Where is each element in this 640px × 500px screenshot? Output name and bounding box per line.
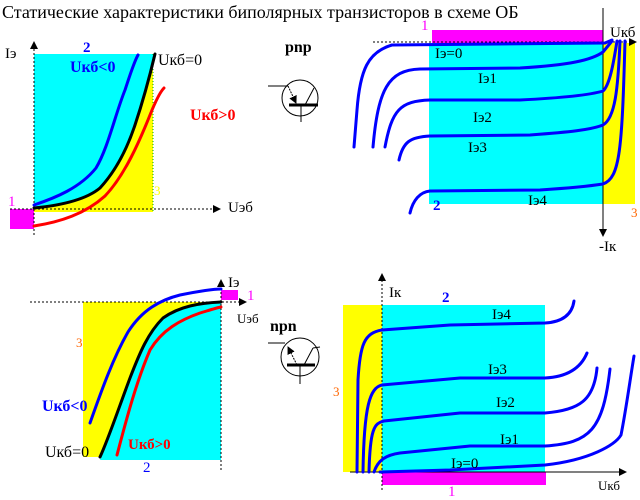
x-axis-label: Uэб: [228, 200, 253, 216]
curve-label-ie-1: Iэ1: [500, 432, 519, 448]
curve-ukb-zero: [98, 300, 223, 459]
transistor-circle-icon: [281, 79, 319, 117]
region-2-label: 2: [83, 40, 91, 56]
curve-ie-2: [383, 39, 619, 149]
curve-ie-3: [361, 351, 589, 474]
y-axis-label: Iэ: [228, 275, 239, 291]
region-2-fill: [100, 302, 221, 460]
region-2-fill: [382, 305, 545, 472]
curve-ukb-negative: [32, 53, 140, 207]
curve-label-ie-0: Iэ=0: [435, 46, 462, 62]
region-1-fill: [10, 209, 34, 229]
curve-label-negative: Uкб<0: [70, 59, 116, 76]
npn-input-chart: Iэ Uэб 1 2 3 Uкб<0 Uкб=0 Uкб>0: [30, 275, 259, 476]
pnp-transistor-symbol: pnp: [268, 39, 319, 122]
region-1-label: 1: [247, 288, 255, 304]
region-1-fill: [432, 30, 603, 43]
curve-label-ie-4: Iэ4: [528, 193, 547, 209]
pnp-input-chart: Iэ Uэб 1 2 3 Uкб<0 Uкб=0 Uкб>0: [5, 40, 253, 235]
curve-ukb-positive: [115, 305, 223, 457]
region-2-label: 2: [143, 460, 151, 476]
curve-label-ie-0: Iэ=0: [451, 456, 478, 472]
region-1-label: 1: [421, 18, 429, 34]
curve-label-ie-4: Iэ4: [492, 307, 511, 323]
curve-label-ie-1: Iэ1: [478, 71, 497, 87]
y-axis-label: -Iк: [599, 239, 617, 255]
region-3-label: 3: [333, 384, 340, 399]
curve-ukb-positive: [32, 86, 166, 228]
curve-label-ie-2: Iэ2: [473, 110, 492, 126]
curve-label-ie-2: Iэ2: [496, 395, 515, 411]
curve-ie-0: [352, 38, 614, 149]
x-axis-label: Uкб: [598, 478, 620, 493]
region-1-label: 1: [448, 484, 456, 500]
npn-transistor-symbol: npn: [268, 318, 321, 384]
npn-label: npn: [270, 318, 297, 335]
pnp-output-chart: Uкб -Iк 1 2 3 Iэ=0 Iэ1 Iэ2 Iэ3 Iэ4: [352, 8, 638, 255]
page-title: Статические характеристики биполярных тр…: [2, 2, 519, 22]
region-1-fill: [382, 472, 546, 485]
curve-ie-1: [371, 39, 614, 149]
x-axis-label: Uэб: [237, 311, 259, 326]
npn-output-chart: Iк Uкб 1 2 3 Iэ=0 Iэ1 Iэ2 Iэ3 Iэ4: [333, 273, 636, 500]
region-1-label: 1: [8, 194, 16, 210]
y-axis-label: Iэ: [5, 46, 16, 62]
curve-label-positive: Uкб>0: [190, 107, 236, 124]
region-1-fill: [221, 290, 238, 300]
region-3-label: 3: [76, 335, 83, 350]
curve-ie-0: [378, 354, 636, 474]
curve-ie-4: [408, 39, 627, 215]
x-axis-label: Uкб: [610, 25, 636, 41]
pnp-label: pnp: [285, 39, 312, 56]
curve-label-zero: Uкб=0: [45, 444, 89, 461]
region-3-label: 3: [631, 205, 638, 220]
curve-label-ie-3: Iэ3: [468, 140, 487, 156]
curve-label-negative: Uкб<0: [42, 398, 88, 415]
region-2-label: 2: [442, 290, 450, 306]
curve-ie-4: [355, 299, 576, 474]
curve-ukb-negative: [88, 287, 223, 425]
region-3-label: 3: [154, 183, 161, 198]
curve-ie-1: [372, 367, 612, 474]
curve-ie-3: [397, 39, 622, 162]
y-axis-label: Iк: [389, 285, 402, 301]
curve-label-positive: Uкб>0: [128, 437, 171, 453]
curve-label-zero: Uкб=0: [158, 52, 202, 69]
region-2-label: 2: [433, 198, 441, 214]
curve-ukb-zero: [32, 52, 157, 210]
curve-label-ie-3: Iэ3: [488, 362, 507, 378]
curve-ie-2: [367, 366, 599, 474]
